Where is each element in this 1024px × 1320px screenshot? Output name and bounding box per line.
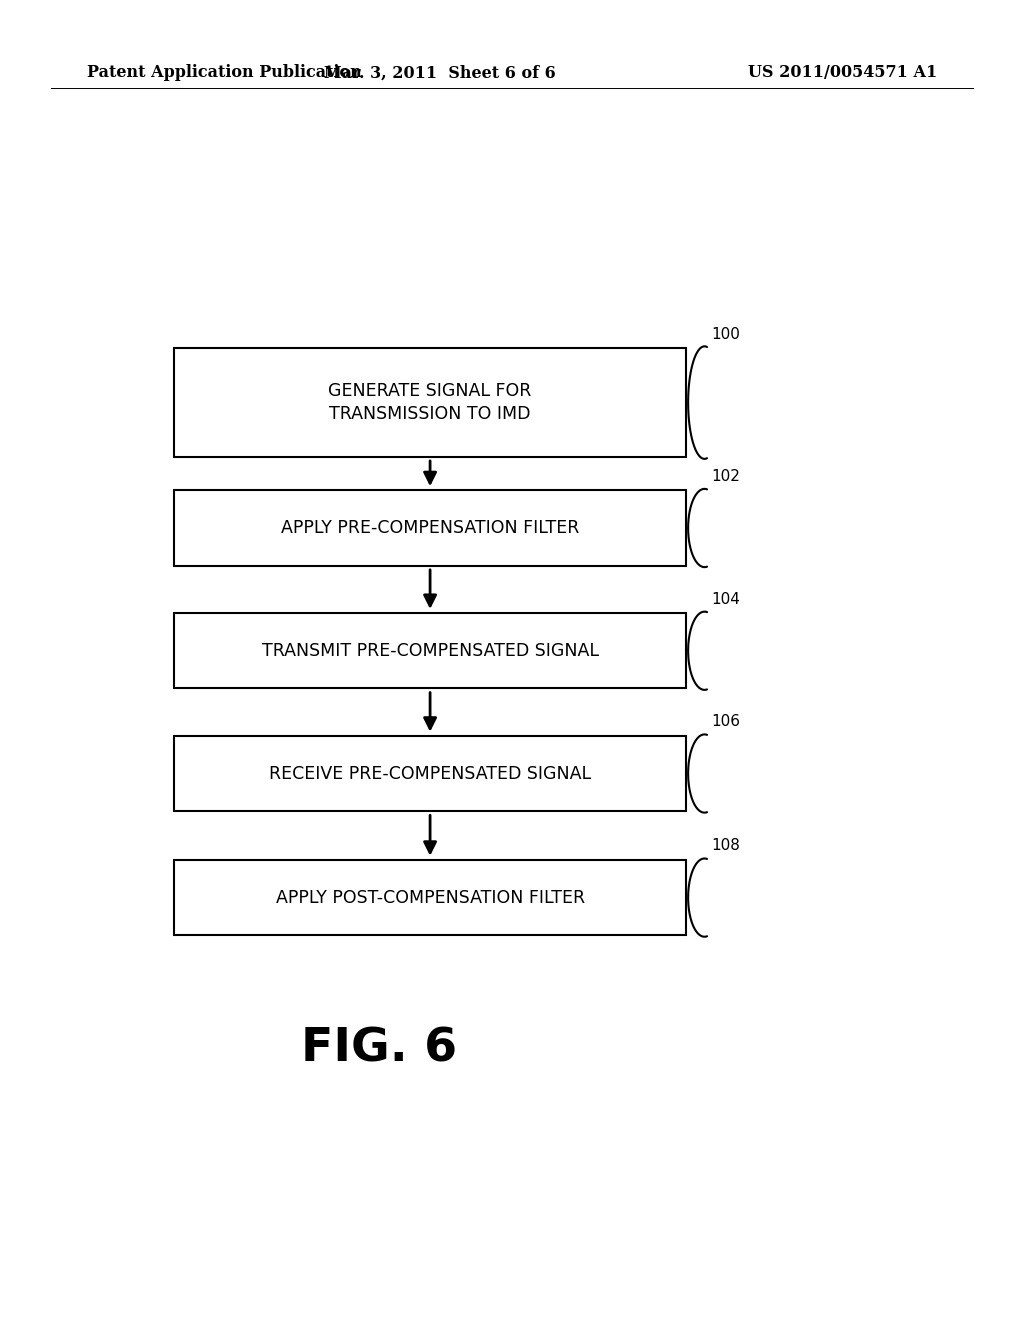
Text: GENERATE SIGNAL FOR
TRANSMISSION TO IMD: GENERATE SIGNAL FOR TRANSMISSION TO IMD: [329, 381, 531, 424]
Text: Mar. 3, 2011  Sheet 6 of 6: Mar. 3, 2011 Sheet 6 of 6: [325, 65, 556, 81]
Text: APPLY PRE-COMPENSATION FILTER: APPLY PRE-COMPENSATION FILTER: [281, 519, 580, 537]
Text: TRANSMIT PRE-COMPENSATED SIGNAL: TRANSMIT PRE-COMPENSATED SIGNAL: [261, 642, 599, 660]
Text: 102: 102: [712, 469, 740, 484]
Text: 100: 100: [712, 327, 740, 342]
Bar: [174, 348, 686, 457]
Bar: [174, 737, 686, 810]
Text: FIG. 6: FIG. 6: [301, 1027, 457, 1072]
Text: 104: 104: [712, 591, 740, 607]
Bar: [174, 861, 686, 935]
Text: Patent Application Publication: Patent Application Publication: [87, 65, 361, 81]
Bar: [174, 612, 686, 689]
Text: 108: 108: [712, 838, 740, 853]
Bar: [174, 490, 686, 565]
Text: APPLY POST-COMPENSATION FILTER: APPLY POST-COMPENSATION FILTER: [275, 888, 585, 907]
Text: RECEIVE PRE-COMPENSATED SIGNAL: RECEIVE PRE-COMPENSATED SIGNAL: [269, 764, 591, 783]
Text: 106: 106: [712, 714, 740, 729]
Text: US 2011/0054571 A1: US 2011/0054571 A1: [748, 65, 937, 81]
